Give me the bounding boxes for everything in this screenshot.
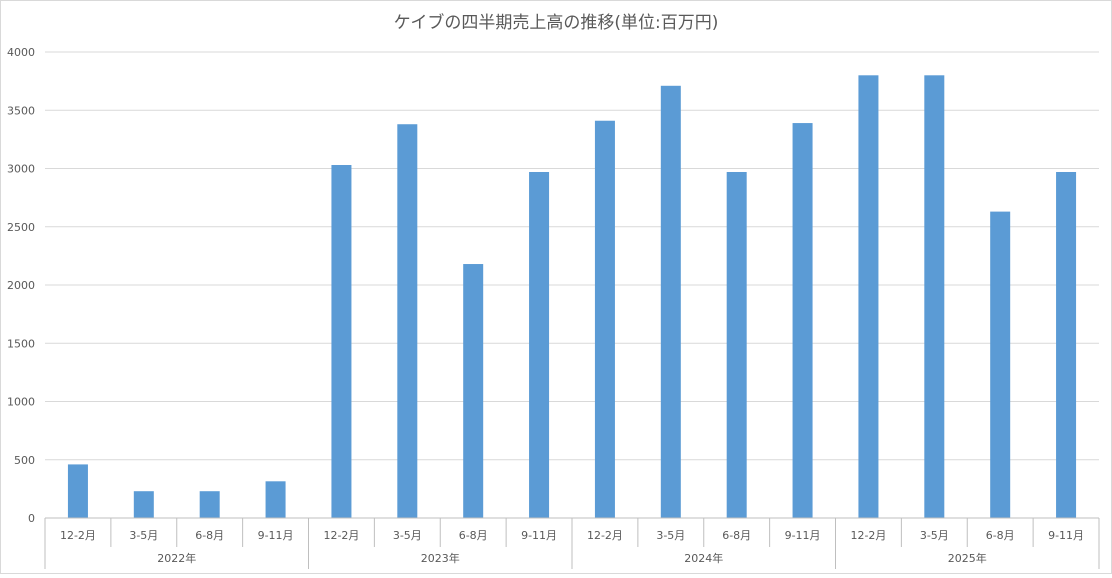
- y-tick-label: 3500: [7, 104, 35, 117]
- bar: [594, 120, 615, 519]
- bar: [1056, 171, 1077, 518]
- x-tick-label: 9-11月: [785, 529, 821, 542]
- x-group-label: 2024年: [684, 551, 723, 565]
- bar: [199, 491, 220, 518]
- gridlines: [45, 51, 1099, 519]
- x-tick-label: 3-5月: [129, 529, 158, 542]
- x-tick-label: 12-2月: [850, 529, 886, 542]
- y-tick-label: 0: [28, 512, 35, 525]
- bar: [529, 171, 550, 518]
- x-group-label: 2023年: [421, 551, 460, 565]
- x-tick-label: 9-11月: [258, 529, 294, 542]
- y-tick-label: 1500: [7, 337, 35, 350]
- bar: [331, 165, 352, 518]
- x-tick-label: 6-8月: [459, 529, 488, 542]
- bars: [67, 75, 1077, 519]
- y-tick-label: 1000: [7, 396, 35, 409]
- x-tick-label: 9-11月: [1048, 529, 1084, 542]
- x-tick-label: 3-5月: [920, 529, 949, 542]
- y-tick-label: 3000: [7, 163, 35, 176]
- x-tick-label: 6-8月: [986, 529, 1015, 542]
- x-group-label: 2022年: [157, 551, 196, 565]
- bar: [463, 264, 484, 518]
- y-tick-label: 500: [14, 454, 35, 467]
- x-tick-label: 9-11月: [521, 529, 557, 542]
- x-tick-label: 12-2月: [60, 529, 96, 542]
- bar: [726, 171, 747, 518]
- x-tick-label: 12-2月: [323, 529, 359, 542]
- chart-title: ケイブの四半期売上高の推移(単位:百万円): [394, 12, 719, 33]
- bar: [792, 123, 813, 518]
- x-group-label: 2025年: [948, 551, 987, 565]
- y-axis-ticks: 0 500 1000 1500 2000 2500 3000 3500 4000: [7, 46, 35, 525]
- bar: [660, 85, 681, 518]
- y-tick-label: 2000: [7, 279, 35, 292]
- bar: [67, 464, 88, 518]
- y-tick-label: 2500: [7, 221, 35, 234]
- y-tick-label: 4000: [7, 46, 35, 59]
- x-tick-label: 12-2月: [587, 529, 623, 542]
- x-tick-label: 3-5月: [656, 529, 685, 542]
- bar: [990, 211, 1011, 519]
- bar: [265, 481, 286, 518]
- x-tick-label: 3-5月: [393, 529, 422, 542]
- bar: [397, 124, 418, 518]
- bar: [858, 75, 879, 519]
- bar: [924, 75, 945, 519]
- x-tick-label: 6-8月: [195, 529, 224, 542]
- x-tick-label: 6-8月: [722, 529, 751, 542]
- x-axis: 12-2月 3-5月 6-8月 9-11月 12-2月 3-5月 6-8月 9-11月 12-2…: [44, 517, 1100, 569]
- bar: [133, 491, 154, 518]
